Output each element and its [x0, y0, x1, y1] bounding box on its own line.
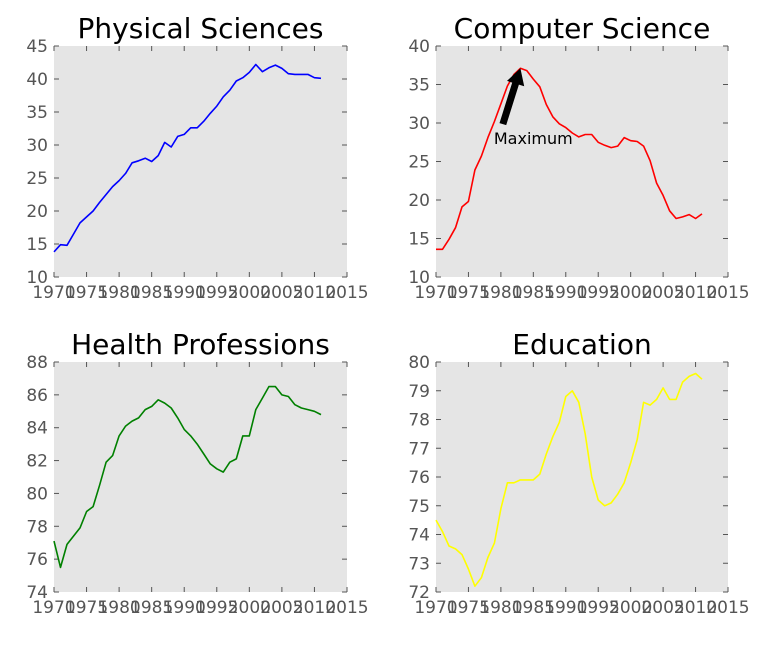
physical-sciences-series-line	[53, 63, 322, 253]
physical-sciences-xtick-label: 1985	[130, 283, 173, 303]
health-professions-xtick-label: 1980	[97, 598, 140, 618]
computer-science-ytick-label: 15	[408, 230, 430, 250]
computer-science-xtick-label: 1980	[479, 283, 522, 303]
computer-science-ytick-label: 40	[408, 37, 430, 57]
computer-science-series-line	[436, 67, 703, 251]
physical-sciences-plot-area	[54, 46, 347, 277]
health-professions-ytick-label: 88	[26, 353, 48, 373]
education-ytick-label: 77	[408, 439, 430, 459]
physical-sciences-ytick-label: 40	[26, 70, 48, 90]
computer-science-xtick-label: 1995	[577, 283, 620, 303]
education-ytick-label: 76	[408, 468, 430, 488]
physical-sciences-ytick-label: 45	[26, 37, 48, 57]
education-ytick-label: 73	[408, 554, 430, 574]
computer-science-annotation-label: Maximum	[494, 129, 573, 148]
computer-science-ytick-label: 30	[408, 114, 430, 134]
education-ytick-label: 80	[408, 353, 430, 373]
computer-science-xtick-label: 2005	[641, 283, 684, 303]
health-professions-ytick-label: 78	[26, 517, 48, 537]
health-professions-ytick-label: 76	[26, 550, 48, 570]
health-professions-xtick-label: 1985	[130, 598, 173, 618]
education-ytick-label: 72	[408, 583, 430, 603]
education-xtick-label: 1980	[479, 598, 522, 618]
health-professions-xtick-label: 2005	[260, 598, 303, 618]
education-series-line	[435, 372, 703, 588]
health-professions-ytick-label: 80	[26, 484, 48, 504]
computer-science-annotation-arrow	[499, 68, 525, 126]
health-professions-xtick-label: 1975	[65, 598, 108, 618]
education-ytick-label: 75	[408, 497, 430, 517]
education-xtick-label: 1975	[447, 598, 490, 618]
computer-science-ytick-label: 25	[408, 153, 430, 173]
physical-sciences-ytick-label: 35	[26, 103, 48, 123]
physical-sciences-ytick-label: 10	[26, 268, 48, 288]
computer-science-xtick-label: 2015	[706, 283, 749, 303]
computer-science-ytick-label: 35	[408, 76, 430, 96]
computer-science-xtick-label: 1985	[512, 283, 555, 303]
health-professions-xtick-label: 1970	[32, 598, 75, 618]
health-professions-xtick-label: 1990	[163, 598, 206, 618]
computer-science-xtick-label: 1970	[414, 283, 457, 303]
education-xtick-label: 1990	[544, 598, 587, 618]
computer-science-xtick-label: 1975	[447, 283, 490, 303]
education-plot-area	[436, 362, 728, 592]
physical-sciences-title: Physical Sciences	[78, 12, 324, 45]
physical-sciences-ytick-label: 20	[26, 202, 48, 222]
health-professions-series-line	[53, 385, 322, 569]
physical-sciences-xtick-label: 1995	[195, 283, 238, 303]
computer-science-chart: Computer Science 197019751980198519901995…	[408, 12, 749, 303]
health-professions-xtick-label: 2010	[293, 598, 336, 618]
physical-sciences-xtick-label: 2015	[325, 283, 368, 303]
physical-sciences-xtick-label: 1980	[97, 283, 140, 303]
education-title: Education	[512, 328, 651, 361]
education-ytick-label: 74	[408, 526, 430, 546]
computer-science-ytick-label: 10	[408, 268, 430, 288]
computer-science-plot-area	[436, 46, 728, 277]
health-professions-chart: Health Professions 1970197519801985199019…	[26, 328, 368, 618]
computer-science-xtick-label: 2010	[674, 283, 717, 303]
physical-sciences-ytick-label: 15	[26, 235, 48, 255]
health-professions-xtick-label: 2000	[228, 598, 271, 618]
education-chart: Education 1970197519801985199019952000200…	[408, 328, 749, 618]
education-xtick-label: 1985	[512, 598, 555, 618]
health-professions-title: Health Professions	[71, 328, 330, 361]
physical-sciences-xtick-label: 1970	[32, 283, 75, 303]
health-professions-ytick-label: 74	[26, 583, 48, 603]
physical-sciences-xtick-label: 1990	[163, 283, 206, 303]
education-xtick-label: 2005	[641, 598, 684, 618]
computer-science-title: Computer Science	[454, 12, 711, 45]
physical-sciences-xtick-label: 2010	[293, 283, 336, 303]
computer-science-xtick-label: 1990	[544, 283, 587, 303]
health-professions-ytick-label: 82	[26, 452, 48, 472]
physical-sciences-xtick-label: 2005	[260, 283, 303, 303]
education-xtick-label: 1970	[414, 598, 457, 618]
health-professions-ytick-label: 84	[26, 419, 48, 439]
physical-sciences-chart: Physical Sciences 19701975198019851990199…	[26, 12, 368, 303]
computer-science-xtick-label: 2000	[609, 283, 652, 303]
education-ytick-label: 78	[408, 411, 430, 431]
physical-sciences-xtick-label: 1975	[65, 283, 108, 303]
physical-sciences-ytick-label: 30	[26, 136, 48, 156]
education-xtick-label: 2015	[706, 598, 749, 618]
physical-sciences-xtick-label: 2000	[228, 283, 271, 303]
health-professions-ytick-label: 86	[26, 386, 48, 406]
health-professions-plot-area	[54, 362, 347, 592]
physical-sciences-ytick-label: 25	[26, 169, 48, 189]
computer-science-ytick-label: 20	[408, 191, 430, 211]
education-ytick-label: 79	[408, 382, 430, 402]
education-xtick-label: 2000	[609, 598, 652, 618]
education-xtick-label: 1995	[577, 598, 620, 618]
health-professions-xtick-label: 1995	[195, 598, 238, 618]
health-professions-xtick-label: 2015	[325, 598, 368, 618]
education-xtick-label: 2010	[674, 598, 717, 618]
